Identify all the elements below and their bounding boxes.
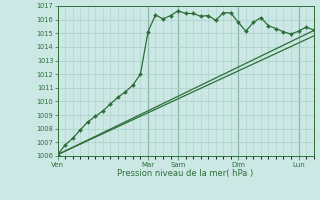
X-axis label: Pression niveau de la mer( hPa ): Pression niveau de la mer( hPa ) xyxy=(117,169,254,178)
